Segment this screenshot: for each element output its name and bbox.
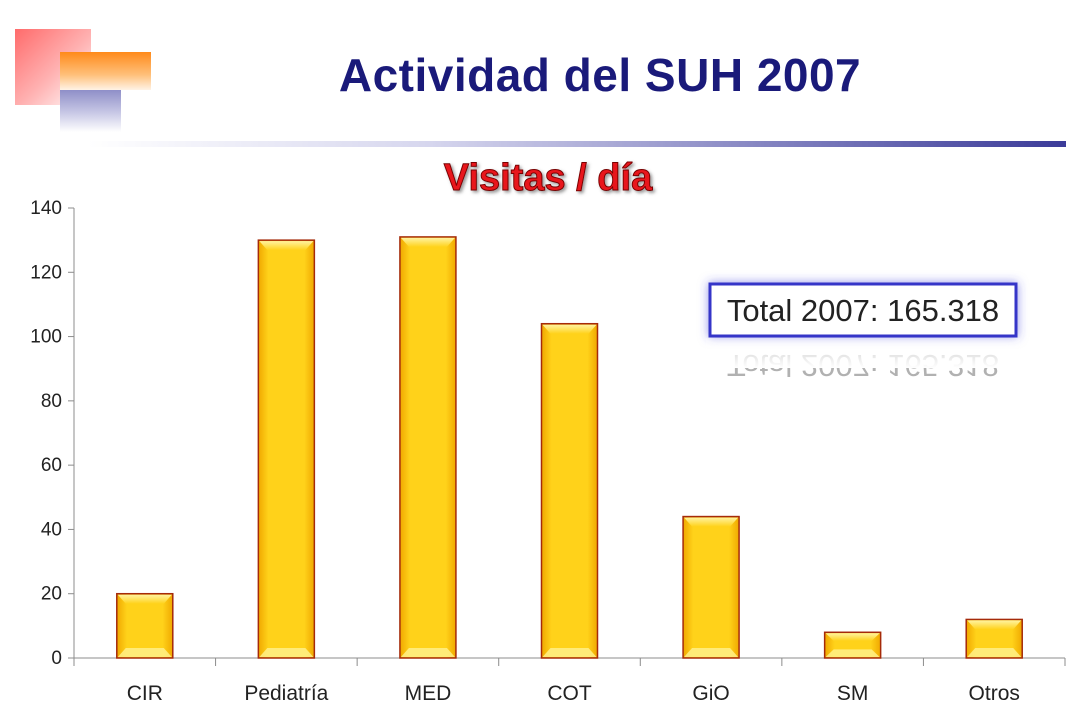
y-tick-label: 20: [41, 584, 62, 605]
x-tick-label: GiO: [692, 682, 729, 705]
bar-bevel-top: [400, 237, 455, 247]
bar-bevel-bottom: [542, 648, 597, 657]
reflection-fade: [706, 338, 1020, 368]
decorative-blue-square: [60, 90, 121, 132]
total-annotation: Total 2007: 165.318Total 2007: 165.318: [706, 282, 1020, 383]
y-tick-label: 40: [41, 519, 62, 540]
bar-rect: [399, 236, 457, 659]
chart-title: Visitas / día: [444, 157, 653, 199]
bar-cot: [540, 322, 599, 659]
bar-bevel-top: [967, 620, 1022, 630]
bars: [116, 236, 1023, 659]
bar-cir: [116, 592, 174, 659]
bar-bevel-bottom: [117, 648, 172, 657]
x-tick-label: SM: [837, 682, 869, 705]
bar-med: [399, 236, 457, 659]
bar-bevel-bottom: [400, 648, 455, 657]
bar-bevel-bottom: [684, 648, 739, 657]
bar-bevel-bottom: [967, 648, 1022, 657]
bar-rect: [116, 592, 174, 659]
bar-bevel-top: [684, 517, 739, 527]
y-tick-label: 0: [51, 648, 62, 669]
bar-chart: Visitas / día 0 20 40 60 80 100 120 140 CIR Pedi…: [30, 157, 1066, 705]
bar-bevel-top: [259, 241, 314, 251]
bar-bevel-top: [825, 633, 880, 641]
x-axis-labels: CIR Pediatría MED COT GiO SM Otros: [127, 682, 1020, 705]
x-tick-label: CIR: [127, 682, 163, 705]
title-underline: [88, 141, 1066, 147]
x-tick-label: Pediatría: [244, 682, 328, 705]
y-tick-label: 100: [30, 327, 62, 348]
bar-bevel-bottom: [259, 648, 314, 657]
y-tick-label: 60: [41, 455, 62, 476]
bar-gio: [682, 515, 740, 659]
x-tick-label: MED: [405, 682, 452, 705]
bar-rect: [682, 515, 740, 659]
bar-otros: [965, 618, 1023, 659]
y-tick-label: 140: [30, 198, 62, 219]
annotation-box: [708, 282, 1018, 338]
bar-bevel-top: [117, 594, 172, 604]
x-tick-label: COT: [547, 682, 592, 705]
bar-rect: [540, 322, 599, 659]
bar-bevel-bottom: [825, 649, 880, 657]
x-tick-label: Otros: [969, 682, 1020, 705]
bar-bevel-top: [542, 324, 597, 334]
bar-sm: [823, 631, 882, 659]
bar-rect: [257, 239, 316, 659]
y-tick-label: 120: [30, 262, 62, 283]
y-tick-label: 80: [41, 391, 62, 412]
bar-pediatria: [257, 239, 316, 659]
decorative-orange-bar: [60, 52, 151, 90]
slide-title: Actividad del SUH 2007: [338, 49, 862, 101]
annotation-text: Total 2007: 165.318: [727, 293, 999, 328]
